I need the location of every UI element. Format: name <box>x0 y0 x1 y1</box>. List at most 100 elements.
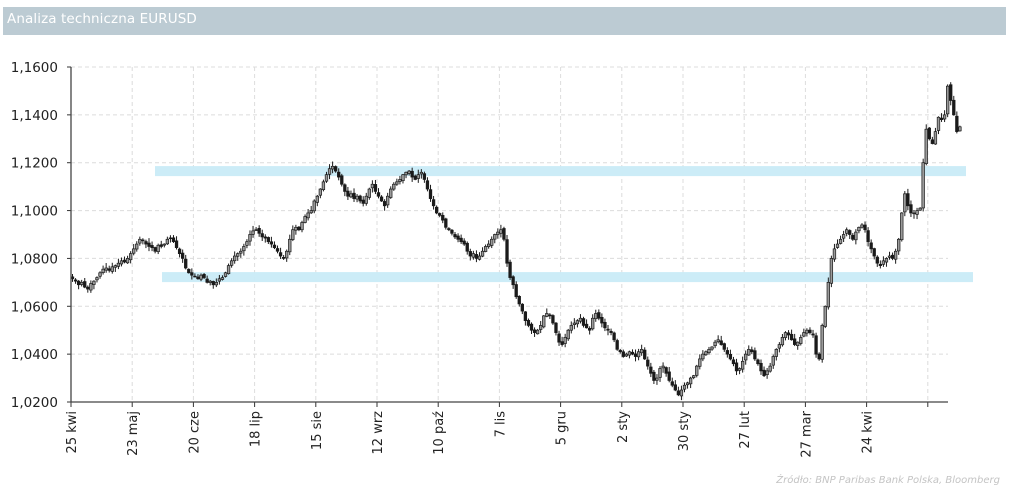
candle-down <box>728 353 733 360</box>
candle-up <box>857 226 861 232</box>
candle-down <box>523 311 528 321</box>
candle-up <box>569 325 573 331</box>
x-tick-label: 27 lut <box>738 411 753 449</box>
candle-down <box>587 328 592 331</box>
candle-up <box>903 193 907 213</box>
candle-down <box>560 341 564 345</box>
candle-down <box>468 251 472 257</box>
band-support <box>162 272 973 283</box>
candle-down <box>337 171 341 178</box>
candle-up <box>710 346 714 350</box>
candle-down <box>646 359 650 367</box>
candle-down <box>750 349 754 353</box>
candle-up <box>355 195 359 200</box>
candle-up <box>716 339 720 343</box>
candle-down <box>211 281 215 286</box>
candle-up <box>572 322 576 326</box>
x-tick-label: 18 lip <box>249 411 264 447</box>
candle-down <box>643 349 647 360</box>
candle-down <box>793 338 797 345</box>
candle-down <box>505 239 509 264</box>
candle-up <box>829 258 834 284</box>
candle-up <box>704 351 708 356</box>
candle-up <box>110 266 114 272</box>
candle-down <box>581 318 586 326</box>
candle-down <box>817 353 821 360</box>
x-tick-label: 30 sty <box>677 411 692 452</box>
candle-down <box>548 314 552 317</box>
candle-down <box>866 230 870 243</box>
candle-down <box>438 213 442 216</box>
candle-up <box>95 277 99 281</box>
candle-up <box>291 229 295 240</box>
candle-down <box>872 248 876 257</box>
candle-up <box>223 272 228 277</box>
candle-down <box>753 350 757 360</box>
candle-down <box>759 362 763 372</box>
candle-down <box>441 215 445 221</box>
candle-up <box>251 230 255 235</box>
candle-down <box>86 286 90 290</box>
candle-down <box>453 234 457 238</box>
candle-down <box>73 279 78 282</box>
candle-up <box>918 207 922 211</box>
candle-up <box>349 193 353 198</box>
candle-up <box>936 116 941 131</box>
candle-down <box>869 242 873 250</box>
candle-down <box>890 254 895 259</box>
candle-up <box>471 253 476 258</box>
candle-up <box>841 234 846 239</box>
candle-up <box>692 375 696 378</box>
candle-down <box>171 237 176 243</box>
candle-down <box>863 224 867 231</box>
candle-down <box>177 248 182 254</box>
candle-up <box>226 265 231 275</box>
candle-up <box>162 243 166 246</box>
candle-down <box>76 280 81 286</box>
candle-down <box>875 256 879 264</box>
candle-up <box>542 315 546 328</box>
candle-up <box>897 238 901 252</box>
candle-up <box>321 181 326 191</box>
candle-up <box>854 231 858 241</box>
candle-up <box>245 241 249 246</box>
candle-up <box>594 313 598 320</box>
candle-down <box>786 332 791 336</box>
candle-up <box>315 195 319 203</box>
candle-up <box>480 250 485 257</box>
candle-up <box>640 349 644 354</box>
support-resistance-bands <box>155 166 973 283</box>
candle-up <box>805 329 809 334</box>
candle-up <box>682 384 687 390</box>
candle-up <box>404 171 408 176</box>
candle-down <box>529 323 534 331</box>
candle-down <box>621 351 625 357</box>
candle-up <box>835 243 840 248</box>
candle-down <box>260 233 264 238</box>
candle-up <box>330 165 335 170</box>
candle-up <box>104 267 108 271</box>
candle-up <box>624 353 629 357</box>
candle-down <box>676 390 681 396</box>
candle-down <box>600 317 604 324</box>
candle-down <box>184 258 188 269</box>
candle-down <box>909 204 913 214</box>
candle-up <box>125 258 130 264</box>
candle-down <box>434 206 439 214</box>
candle-up <box>89 283 93 291</box>
candle-up <box>309 210 313 214</box>
candle-down <box>955 115 959 132</box>
candle-up <box>128 253 133 261</box>
candle-up <box>214 282 218 286</box>
chart-title-bar: Analiza techniczna EURUSD <box>3 7 1006 35</box>
candle-down <box>814 335 818 355</box>
candle-up <box>254 229 258 231</box>
candle-up <box>713 341 717 347</box>
x-tick-label: 2 sty <box>616 411 631 443</box>
candle-down <box>346 190 350 197</box>
candle-up <box>820 325 824 360</box>
candle-down <box>410 170 414 178</box>
candle-down <box>187 268 191 274</box>
candle-down <box>278 252 283 257</box>
x-tick-label: 23 maj <box>126 411 141 456</box>
